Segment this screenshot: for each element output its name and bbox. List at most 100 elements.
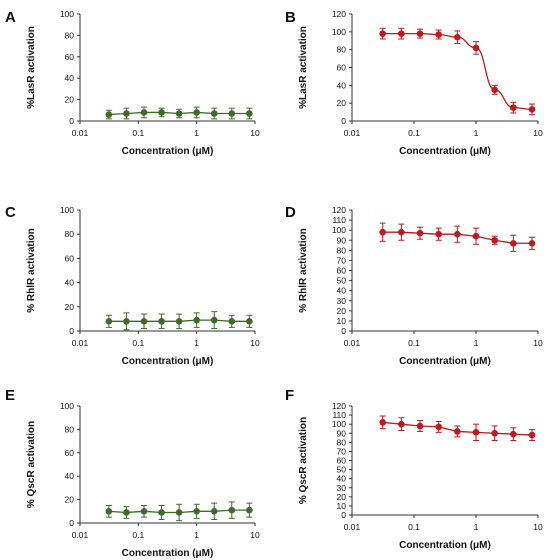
data-point: [379, 30, 386, 37]
y-tick-label: 40: [337, 474, 347, 484]
data-point: [193, 508, 200, 515]
x-axis-label: Concentration (μM): [399, 356, 491, 367]
x-tick-label: 1: [474, 128, 479, 138]
y-axis-label: % QscR activation: [298, 417, 309, 504]
y-tick-label: 70: [337, 255, 347, 265]
x-tick-label: 10: [533, 128, 543, 138]
y-axis-label: % RhlR activation: [26, 228, 37, 312]
data-point: [491, 86, 498, 94]
panel-c: C 0 20 40 60 80 100 0.01 0.1 1 10 Concentration (μM…: [5, 204, 260, 367]
data-point: [175, 110, 183, 117]
y-tick-label: 20: [65, 95, 75, 105]
y-axis-label: %LasR activation: [298, 26, 309, 109]
x-tick-label: 0.01: [344, 338, 361, 348]
x-axis-label: Concentration (μM): [122, 548, 214, 559]
x-axis-label: Concentration (μM): [399, 146, 491, 157]
y-tick-label: 20: [65, 495, 75, 505]
data-point: [454, 33, 461, 41]
y-tick-label: 50: [337, 465, 347, 475]
data-point: [246, 110, 253, 117]
data-point: [158, 509, 165, 516]
x-tick-label: 10: [533, 522, 543, 532]
data-point: [510, 239, 517, 247]
data-point: [158, 318, 165, 325]
y-tick-label: 100: [332, 419, 346, 429]
y-tick-label: 60: [65, 253, 75, 263]
data-point: [228, 110, 236, 117]
y-tick-label: 40: [65, 278, 75, 288]
y-tick-label: 80: [65, 424, 75, 434]
data-point: [246, 506, 253, 514]
x-tick-label: 0.1: [132, 128, 144, 138]
data-point: [435, 423, 442, 431]
y-tick-label: 120: [332, 205, 346, 215]
series-line: [382, 32, 532, 111]
y-tick-label: 60: [65, 52, 75, 62]
x-tick-label: 1: [474, 338, 479, 348]
y-tick-label: 20: [337, 306, 347, 316]
panel-letter: A: [5, 9, 16, 26]
data-point: [416, 422, 424, 430]
y-axis-label: %LasR activation: [26, 26, 37, 109]
x-tick-label: 0.1: [132, 530, 144, 540]
x-tick-label: 0.1: [132, 338, 144, 348]
data-point: [123, 318, 130, 325]
data-point: [140, 508, 148, 515]
x-tick-label: 0.01: [72, 338, 89, 348]
y-tick-label: 110: [332, 410, 346, 420]
data-point: [123, 509, 130, 516]
y-tick-label: 30: [337, 296, 347, 306]
data-point: [105, 508, 113, 515]
data-point: [528, 106, 536, 113]
data-point: [210, 110, 218, 117]
panel-letter: C: [5, 204, 16, 221]
data-point: [435, 230, 442, 238]
y-tick-label: 120: [332, 9, 346, 19]
y-tick-label: 40: [337, 286, 347, 296]
y-tick-label: 40: [65, 73, 75, 83]
data-point: [398, 420, 405, 428]
y-tick-label: 100: [332, 27, 346, 37]
data-point: [210, 508, 218, 515]
y-tick-label: 20: [65, 302, 75, 312]
data-point: [510, 104, 517, 111]
y-tick-label: 100: [332, 225, 346, 235]
data-point: [210, 316, 218, 324]
y-axis-label: % RhlR activation: [298, 228, 309, 312]
panel-letter: E: [5, 387, 15, 404]
y-tick-label: 90: [337, 428, 347, 438]
y-tick-label: 0: [69, 518, 74, 528]
data-point: [228, 318, 236, 325]
x-tick-label: 0.01: [344, 128, 361, 138]
panel-letter: B: [285, 9, 296, 26]
y-tick-label: 80: [337, 245, 347, 255]
x-tick-label: 0.1: [408, 522, 420, 532]
data-point: [435, 31, 442, 38]
x-axis-label: Concentration (μM): [122, 146, 214, 157]
y-tick-label: 0: [69, 326, 74, 336]
data-point: [491, 429, 498, 437]
panel-letter: D: [285, 204, 296, 221]
data-point: [175, 318, 183, 325]
y-tick-label: 80: [65, 229, 75, 239]
data-point: [123, 110, 130, 117]
data-point: [175, 509, 183, 516]
y-tick-label: 0: [69, 116, 74, 126]
y-tick-label: 60: [337, 266, 347, 276]
data-point: [379, 228, 386, 236]
data-point: [510, 430, 517, 438]
y-tick-label: 100: [60, 401, 74, 411]
data-point: [140, 109, 148, 116]
y-tick-label: 10: [337, 316, 347, 326]
y-tick-label: 80: [337, 437, 347, 447]
x-tick-label: 1: [194, 128, 199, 138]
y-tick-label: 50: [337, 276, 347, 286]
x-axis-label: Concentration (μM): [122, 356, 214, 367]
data-point: [416, 229, 424, 237]
y-tick-label: 0: [341, 116, 346, 126]
data-point: [398, 30, 405, 37]
panel-b: B 0 20 40 60 80 100 120 0.01 0.1 1 10 Concentration …: [285, 9, 543, 157]
x-tick-label: 0.1: [408, 338, 420, 348]
x-tick-label: 10: [250, 530, 260, 540]
